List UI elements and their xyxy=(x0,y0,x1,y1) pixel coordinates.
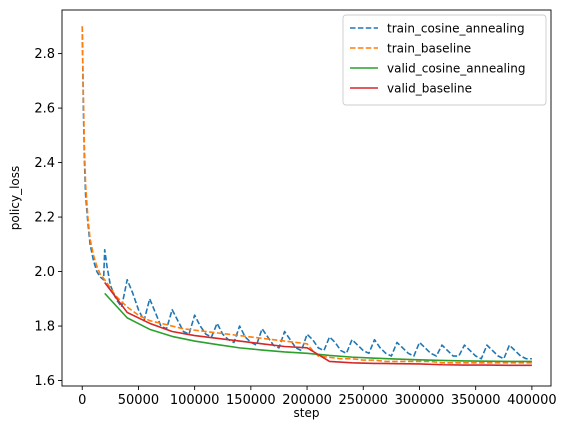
y-tick-label: 1.6 xyxy=(34,374,55,389)
y-tick-label: 2.2 xyxy=(34,211,55,226)
series-layer xyxy=(81,26,532,367)
y-axis-label: policy_loss xyxy=(8,166,22,231)
x-tick-label: 250000 xyxy=(338,393,388,408)
x-tick-label: 300000 xyxy=(395,393,445,408)
series-line-valid-baseline xyxy=(104,281,532,367)
x-tick-label: 0 xyxy=(78,393,86,408)
x-tick-label: 400000 xyxy=(507,393,557,408)
x-axis-label: step xyxy=(294,406,320,420)
x-tick-label: 350000 xyxy=(451,393,501,408)
axes-layer: 0 50000 100000 150000 200000 250000 300000 3500… xyxy=(34,9,557,408)
x-tick-label: 50000 xyxy=(118,393,159,408)
legend-frame xyxy=(342,14,547,106)
legend: train_cosine_annealing train_baselinevali… xyxy=(342,14,547,106)
y-tick-label: 1.8 xyxy=(34,320,55,335)
series-line-train-cosine-annealing xyxy=(81,26,532,360)
legend-label-train-baseline: train_baseline xyxy=(387,42,471,56)
y-tick-label: 2.8 xyxy=(34,47,55,62)
y-tick-label: 2.6 xyxy=(34,102,55,117)
legend-label-train-cosine-annealing: train_cosine_annealing xyxy=(387,22,525,36)
y-tick-label: 2.4 xyxy=(34,156,55,171)
legend-label-valid-cosine-annealing: valid_cosine_annealing xyxy=(387,62,525,76)
y-tick-label: 2.0 xyxy=(34,265,55,280)
x-tick-label: 100000 xyxy=(170,393,220,408)
plot-frame xyxy=(61,9,552,387)
legend-label-valid-baseline: valid_baseline xyxy=(387,82,472,96)
x-tick-label: 150000 xyxy=(226,393,276,408)
series-line-train-baseline xyxy=(81,26,532,364)
x-tick-label: 200000 xyxy=(282,393,332,408)
